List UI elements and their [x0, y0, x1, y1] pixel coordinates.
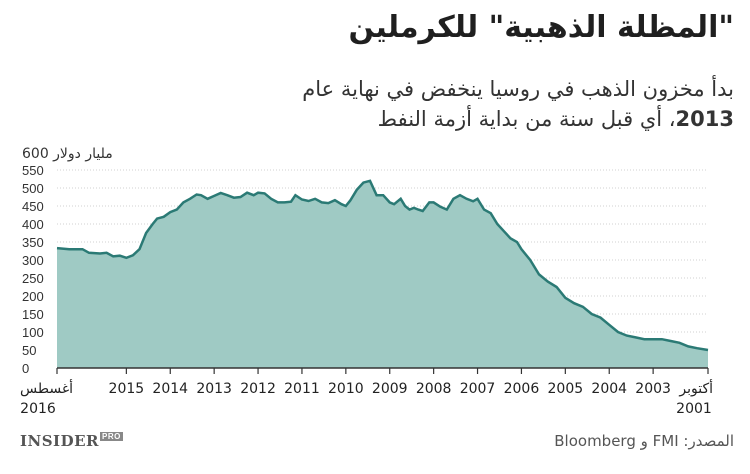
source-note: المصدر: FMI و Bloomberg — [554, 432, 734, 450]
x-tick-label: 2008 — [416, 381, 452, 397]
y-axis-ticks: 0 50 100 150 200 250 300 350 400 450 500 550 — [22, 163, 44, 376]
x-tick-label: 2006 — [504, 381, 540, 397]
y-tick-label: 150 — [22, 307, 44, 322]
x-tick-label: 2011 — [284, 381, 320, 397]
subtitle-line1: بدأ مخزون الذهب في روسيا ينخفض في نهاية … — [302, 77, 734, 101]
subtitle-line2: ، أي قبل سنة من بداية أزمة النفط — [377, 107, 676, 131]
chart-title: "المظلة الذهبية" للكرملين — [348, 10, 734, 45]
y-tick-label: 100 — [22, 325, 44, 340]
y-tick-label: 450 — [22, 199, 44, 214]
y-tick-label: 350 — [22, 235, 44, 250]
reserves-area — [57, 180, 708, 368]
y-tick-label: 300 — [22, 253, 44, 268]
chart-subtitle: بدأ مخزون الذهب في روسيا ينخفض في نهاية … — [134, 74, 734, 134]
x-tick-label: 2007 — [460, 381, 496, 397]
y-tick-label: 200 — [22, 289, 44, 304]
subtitle-year: 2013 — [675, 107, 734, 131]
x-tick-label: 2015 — [109, 381, 145, 397]
x-tick-label-year: 2016 — [20, 401, 56, 417]
y-tick-label: 500 — [22, 181, 44, 196]
x-tick-label: 2014 — [152, 381, 188, 397]
x-tick-label: 2004 — [591, 381, 627, 397]
y-axis-label: 600 مليار دولار — [22, 146, 113, 162]
y-tick-label: 250 — [22, 271, 44, 286]
x-tick-label-year: 2001 — [676, 401, 712, 417]
y-tick-label: 400 — [22, 217, 44, 232]
x-tick-label: 2012 — [240, 381, 276, 397]
y-tick-label: 550 — [22, 163, 44, 178]
x-tick-label: 2013 — [196, 381, 232, 397]
x-tick-label: 2010 — [328, 381, 364, 397]
x-axis-ticks: أغسطس 2016 2015 2014 2013 2012 2011 2010 2009 200… — [20, 368, 713, 417]
brand-badge: PRO — [99, 432, 123, 441]
y-tick-label: 50 — [22, 343, 36, 358]
x-tick-label: 2005 — [548, 381, 584, 397]
insider-pro-logo: INSIDER PRO — [20, 432, 123, 450]
y-tick-label: 0 — [22, 361, 29, 376]
reserves-line — [56, 179, 709, 352]
brand-name: INSIDER — [20, 432, 99, 450]
x-tick-label: 2003 — [635, 381, 671, 397]
x-tick-label: 2009 — [372, 381, 408, 397]
x-tick-label: أغسطس — [20, 379, 73, 397]
x-tick-label: أكتوبر — [678, 379, 713, 397]
